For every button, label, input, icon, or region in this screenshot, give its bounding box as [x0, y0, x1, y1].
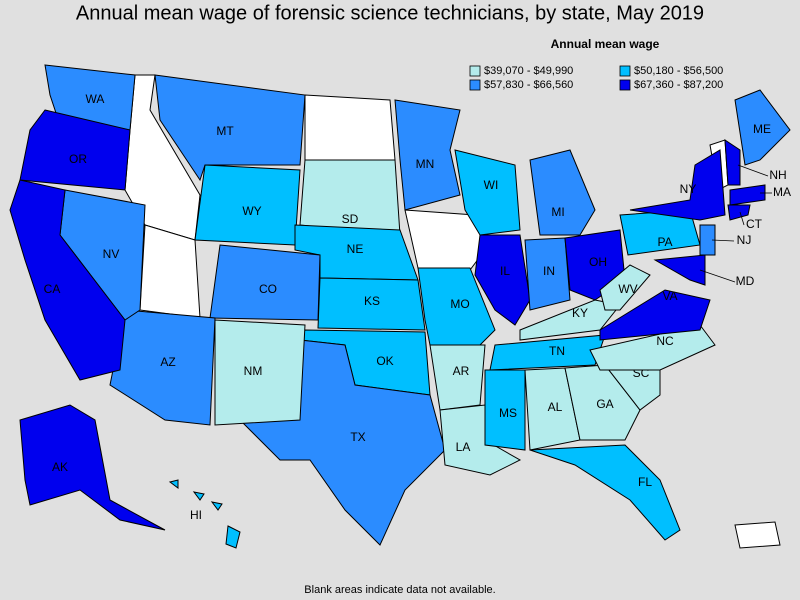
leader-line [739, 211, 745, 226]
state-label: IN [543, 264, 555, 278]
state-label: TX [350, 430, 365, 444]
state-label: NM [244, 364, 263, 378]
state-shape [19, 109, 131, 191]
state-label: OH [589, 255, 607, 269]
state-shape [599, 264, 651, 311]
state-label: HI [190, 508, 202, 522]
map-title: Annual mean wage of forensic science tec… [76, 2, 704, 24]
state-label: MA [773, 185, 791, 199]
state-shape [192, 491, 205, 501]
blank-state [304, 94, 396, 161]
state-shape [599, 289, 711, 341]
footnote: Blank areas indicate data not available. [304, 584, 495, 596]
state-shape [724, 139, 741, 186]
state-shape [109, 309, 216, 426]
legend-title: Annual mean wage [551, 37, 660, 51]
state-label: WI [484, 178, 499, 192]
state-label: WA [86, 92, 105, 106]
legend-label: $39,070 - $49,990 [484, 65, 573, 77]
state-label: NV [103, 247, 120, 261]
blank-state [734, 521, 781, 549]
state-shape [429, 344, 486, 411]
state-shape [519, 299, 621, 341]
state-label: AR [453, 364, 470, 378]
legend-swatch [619, 65, 631, 77]
state-shape [729, 184, 766, 206]
legend-swatch [469, 65, 481, 77]
state-label: CT [746, 217, 763, 231]
state-label: WV [618, 282, 637, 296]
state-label: FL [638, 475, 652, 489]
leader-line [699, 269, 736, 283]
state-label: KS [364, 294, 380, 308]
state-label: NC [656, 334, 674, 348]
state-label: GA [596, 397, 613, 411]
state-label: VA [662, 289, 677, 303]
state-label: MO [450, 297, 469, 311]
state-label: OR [69, 152, 87, 166]
state-shape [9, 179, 126, 381]
state-shape [19, 404, 166, 531]
state-shape [727, 204, 751, 221]
state-label: MN [416, 157, 435, 171]
state-label: AK [52, 460, 68, 474]
state-label: MD [736, 274, 755, 288]
legend-swatch [619, 79, 631, 91]
legend-label: $67,360 - $87,200 [634, 79, 723, 91]
state-shape [454, 149, 521, 236]
state-label: KY [572, 306, 588, 320]
state-label: NJ [737, 233, 752, 247]
legend-swatch [469, 79, 481, 91]
state-label: MI [551, 205, 564, 219]
state-label: CO [259, 282, 277, 296]
state-label: MT [216, 124, 234, 138]
state-label: NY [680, 182, 697, 196]
state-shape [168, 479, 179, 489]
state-label: LA [456, 440, 471, 454]
legend-label: $57,830 - $66,560 [484, 79, 573, 91]
state-shape [484, 369, 526, 451]
state-shape [489, 334, 606, 371]
state-label: CA [44, 282, 61, 296]
state-label: AZ [160, 355, 175, 369]
state-shape [225, 525, 241, 549]
leader-line [737, 164, 769, 177]
legend-label: $50,180 - $56,500 [634, 65, 723, 77]
state-label: MS [499, 406, 517, 420]
state-shape [734, 89, 791, 166]
state-label: NE [347, 242, 364, 256]
state-shape [210, 501, 223, 511]
state-shape [529, 149, 596, 236]
state-label: PA [657, 235, 672, 249]
state-shape [699, 224, 716, 256]
state-label: OK [376, 354, 393, 368]
state-label: NH [769, 168, 786, 182]
state-shape [529, 444, 681, 541]
state-shape [474, 234, 531, 326]
state-label: SD [342, 212, 359, 226]
state-label: IL [500, 264, 510, 278]
state-shape [214, 319, 306, 426]
state-label: WY [242, 204, 261, 218]
state-shape [154, 74, 306, 182]
state-shape [317, 277, 426, 331]
state-shape [524, 237, 571, 311]
state-label: AL [548, 400, 563, 414]
state-shape [394, 99, 461, 211]
state-shape [653, 254, 706, 286]
state-label: TN [549, 344, 565, 358]
leader-line [711, 239, 735, 242]
state-shape [629, 149, 726, 221]
state-label: ME [753, 122, 771, 136]
blank-state [139, 224, 201, 319]
